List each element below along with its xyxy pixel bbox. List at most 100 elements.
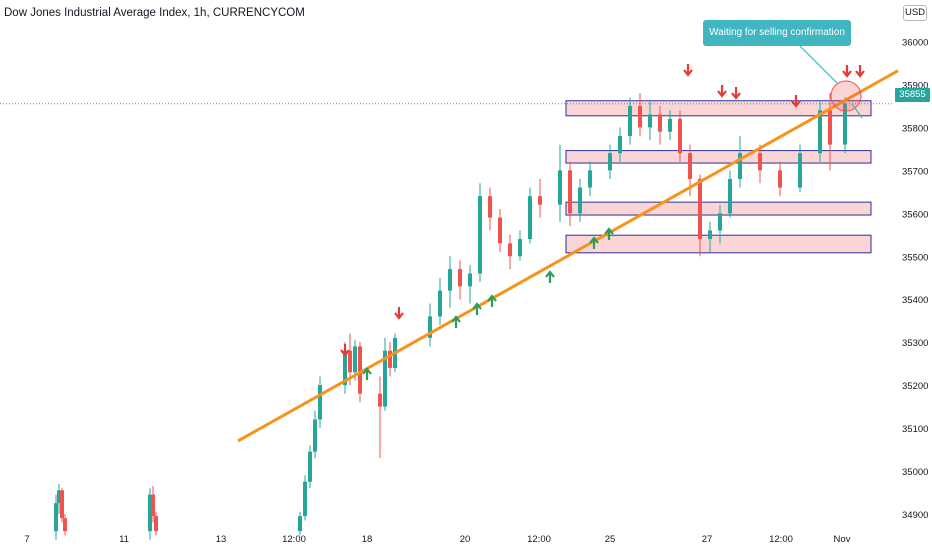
y-tick-label: 35600 — [902, 209, 928, 220]
resistance-zone — [565, 150, 872, 164]
sell-arrow — [394, 307, 404, 320]
candle-body — [538, 196, 542, 205]
candle-body — [528, 196, 532, 240]
y-tick-label: 35000 — [902, 467, 928, 478]
candle-body — [738, 153, 742, 179]
candle-body — [728, 178, 732, 214]
candle-body — [358, 346, 362, 394]
arrow-head — [683, 69, 693, 77]
candle-body — [308, 451, 312, 482]
arrow-head — [472, 302, 482, 310]
candle-body — [383, 350, 387, 407]
candle-body — [798, 153, 802, 188]
y-tick-label: 35200 — [902, 381, 928, 392]
x-tick-label: 25 — [605, 534, 616, 545]
candle-body — [498, 217, 502, 244]
candle-body — [638, 105, 642, 128]
candle-body — [63, 518, 67, 532]
sell-arrow — [683, 64, 693, 77]
candle-body — [618, 135, 622, 154]
candle-body — [668, 118, 672, 132]
arrow-head — [487, 294, 497, 302]
candle-body — [678, 118, 682, 154]
sell-arrow — [340, 344, 350, 357]
x-tick-label: 11 — [119, 534, 129, 545]
resistance-zone — [565, 100, 872, 117]
candle-body — [518, 239, 522, 257]
x-tick-label: 27 — [702, 534, 713, 545]
sell-arrow — [842, 65, 852, 78]
x-tick-label: Nov — [834, 534, 851, 545]
resistance-zone — [565, 201, 872, 216]
candle-body — [698, 178, 702, 240]
buy-arrow — [589, 236, 599, 249]
candle-body — [608, 153, 612, 171]
resistance-zones — [565, 100, 872, 254]
y-tick-label: 35800 — [902, 123, 928, 134]
resistance-zone — [565, 234, 872, 254]
arrow-head — [842, 70, 852, 78]
x-tick-label: 12:00 — [769, 534, 793, 545]
candle-body — [313, 419, 317, 452]
candle-body — [54, 503, 58, 532]
candle-body — [568, 170, 572, 214]
candle-body — [388, 350, 392, 368]
sell-arrow — [791, 95, 801, 108]
x-tick-label: 20 — [460, 534, 471, 545]
arrow-head — [717, 90, 727, 98]
arrow-head — [451, 315, 461, 323]
x-tick-label: 7 — [24, 534, 29, 545]
candle-body — [438, 290, 442, 317]
candle-body — [778, 170, 782, 188]
arrow-head — [394, 312, 404, 320]
sell-arrow — [717, 85, 727, 98]
candle-body — [718, 213, 722, 231]
candle-body — [588, 170, 592, 188]
chart-title: Dow Jones Industrial Average Index, 1h, … — [4, 7, 305, 19]
arrow-head — [604, 227, 614, 235]
candle-body — [828, 110, 832, 145]
y-tick-label: 35400 — [902, 295, 928, 306]
candle-body — [458, 269, 462, 287]
y-tick-label: 35900 — [902, 80, 928, 91]
candle-body — [758, 153, 762, 171]
last-price-tag: 35855 — [895, 88, 930, 102]
candle-body — [57, 490, 61, 504]
arrow-head — [340, 349, 350, 357]
highlight-circle-shape — [830, 80, 862, 112]
candle-body — [468, 273, 472, 287]
annotation-callout[interactable]: Waiting for selling confirmation — [703, 20, 851, 46]
candle-body — [303, 481, 307, 517]
buy-arrow — [362, 367, 372, 380]
sell-arrow — [855, 65, 865, 78]
candle-body — [151, 494, 155, 517]
currency-button[interactable]: USD — [903, 5, 927, 21]
buy-arrow — [545, 270, 555, 283]
candle-body — [298, 516, 302, 532]
y-tick-label: 35300 — [902, 338, 928, 349]
candle-body — [353, 346, 357, 373]
price-axis: 34900 35000 35100 35200 35300 35400 35500 35600… — [902, 38, 928, 521]
signal-arrows — [340, 64, 865, 380]
projection-curve — [851, 103, 863, 119]
y-tick-label: 36000 — [902, 38, 928, 49]
y-tick-label: 35700 — [902, 166, 928, 177]
arrow-head — [731, 92, 741, 100]
candle-body — [148, 494, 152, 532]
buy-arrow — [604, 227, 614, 240]
candle-body — [578, 187, 582, 214]
candle-body — [154, 516, 158, 532]
buy-arrow — [487, 294, 497, 307]
arrow-head — [855, 70, 865, 78]
time-axis: 7 11 13 12:00 18 20 12:00 25 27 12:00 Nov — [24, 534, 850, 545]
candle-body — [318, 385, 322, 420]
candle-body — [688, 153, 692, 179]
candle-body — [708, 230, 712, 240]
x-tick-label: 12:00 — [282, 534, 306, 545]
arrow-head — [545, 270, 555, 278]
candle-body — [428, 316, 432, 338]
candle-body — [558, 170, 562, 205]
buy-arrow — [451, 315, 461, 328]
candle-body — [60, 490, 64, 519]
